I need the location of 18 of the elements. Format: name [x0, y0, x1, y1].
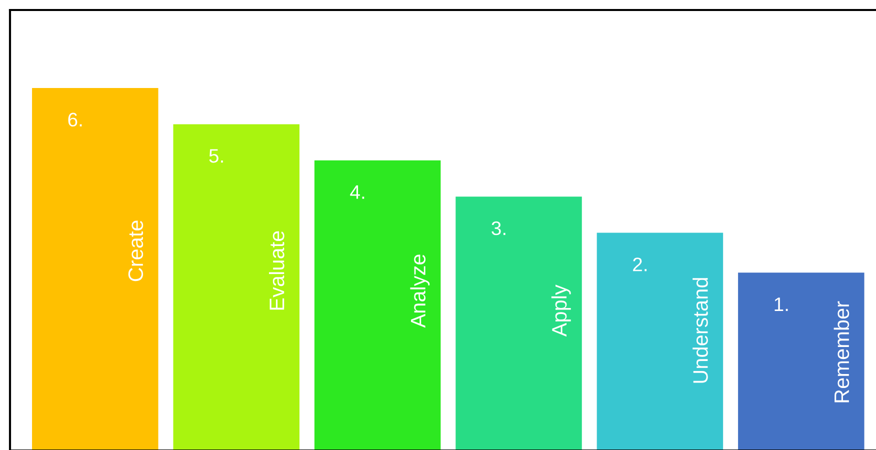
- x-tick-label: Create: [128, 220, 144, 282]
- annotation: 2.: [633, 258, 647, 272]
- annotation: 5.: [209, 149, 223, 163]
- annotation: 3.: [492, 221, 506, 236]
- bar: [738, 272, 864, 450]
- annotation: 4.: [350, 185, 364, 199]
- annotation: 1.: [774, 298, 788, 311]
- x-tick-label: Analyze: [410, 254, 430, 328]
- bar: [173, 124, 300, 450]
- bar: [456, 196, 582, 450]
- annotation: 6.: [68, 112, 82, 127]
- bar: [596, 232, 724, 450]
- bar: [314, 160, 441, 450]
- x-tick-label: Evaluate: [269, 231, 284, 310]
- bar: [32, 88, 158, 450]
- x-tick-label: Apply: [551, 284, 571, 337]
- x-tick-label: Understand: [692, 278, 708, 383]
- x-tick-label: Remember: [834, 301, 850, 402]
